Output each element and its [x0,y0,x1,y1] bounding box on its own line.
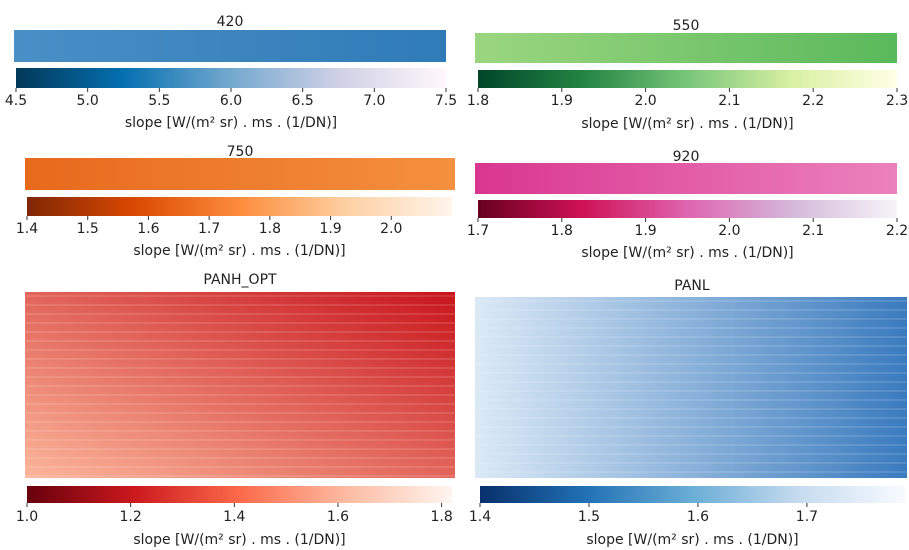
colorbar [480,486,905,503]
panel-title: 750 [227,144,254,160]
colorbar-tick-label: 1.8 [551,223,573,239]
colorbar [27,197,452,216]
colorbar-tick-label: 2.0 [718,223,740,239]
colorbar-tick-label: 1.6 [687,509,709,525]
heatmap-image [14,30,446,62]
colorbar-tick-label: 1.2 [120,509,142,525]
colorbar-tick-label: 5.5 [148,93,170,109]
panel-title: PANL [674,278,710,294]
colorbar-tick-label: 1.9 [634,223,656,239]
colorbar-tick-label: 2.0 [634,93,656,109]
heatmap-image [25,292,455,478]
colorbar-tick-label: 2.1 [718,93,740,109]
heatmap-image [475,297,907,478]
colorbar-tick-label: 4.5 [5,93,27,109]
colorbar-label: slope [W/(m² sr) . ms . (1/DN)] [581,245,793,261]
colorbar-tick-label: 1.4 [469,509,491,525]
colorbar-tick-label: 2.1 [802,223,824,239]
colorbar-label: slope [W/(m² sr) . ms . (1/DN)] [133,532,345,548]
colorbar-tick-label: 1.4 [223,509,245,525]
colorbar [478,70,897,88]
colorbar-tick-label: 1.9 [551,93,573,109]
colorbar-tick-label: 1.6 [137,221,159,237]
colorbar-tick-label: 1.5 [578,509,600,525]
colorbar-tick-label: 1.7 [467,223,489,239]
colorbar-tick-label: 1.8 [259,221,281,237]
panel-title: PANH_OPT [203,272,277,288]
colorbar-tick-label: 1.8 [467,93,489,109]
colorbar-tick-label: 2.0 [380,221,402,237]
heatmap-image [475,33,897,63]
colorbar-tick-label: 6.0 [220,93,242,109]
colorbar [27,486,452,503]
colorbar [478,200,897,218]
panel-title: 920 [673,149,700,165]
colorbar-tick-label: 7.5 [435,93,457,109]
colorbar-tick-label: 1.9 [319,221,341,237]
colorbar-tick-label: 1.7 [796,509,818,525]
colorbar-label: slope [W/(m² sr) . ms . (1/DN)] [581,116,793,132]
colorbar [16,68,446,88]
panel-title: 550 [673,18,700,34]
colorbar-tick-label: 2.3 [886,93,908,109]
colorbar-tick-label: 1.4 [16,221,38,237]
colorbar-tick-label: 2.2 [886,223,908,239]
colorbar-tick-label: 1.0 [16,509,38,525]
colorbar-tick-label: 1.8 [431,509,453,525]
colorbar-tick-label: 1.5 [77,221,99,237]
colorbar-tick-label: 5.0 [77,93,99,109]
colorbar-tick-label: 1.7 [198,221,220,237]
heatmap-image [25,158,455,190]
colorbar-label: slope [W/(m² sr) . ms . (1/DN)] [133,243,345,259]
colorbar-tick-label: 6.5 [292,93,314,109]
panel-title: 420 [217,14,244,30]
colorbar-tick-label: 1.6 [327,509,349,525]
colorbar-tick-label: 7.0 [363,93,385,109]
colorbar-tick-label: 2.2 [802,93,824,109]
colorbar-label: slope [W/(m² sr) . ms . (1/DN)] [125,115,337,131]
colorbar-label: slope [W/(m² sr) . ms . (1/DN)] [586,532,798,548]
heatmap-image [475,163,897,194]
